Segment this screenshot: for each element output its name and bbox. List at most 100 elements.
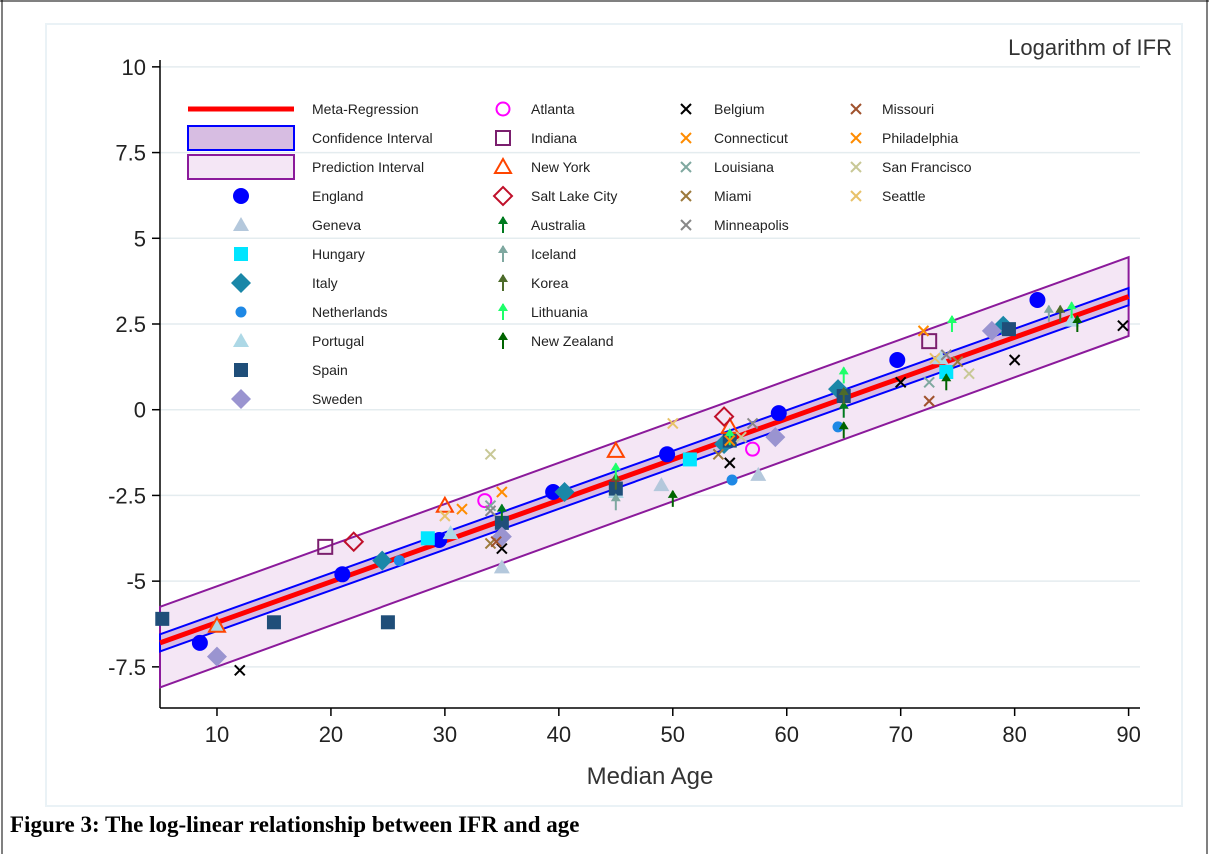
legend-label-meta-regression: Meta-Regression [312,101,419,117]
legend-label-sweden: Sweden [312,391,363,407]
data-point-belgium [894,376,907,388]
data-point-missouri [923,395,935,407]
legend-label-hungary: Hungary [312,246,365,262]
meta-regression-line [159,294,1130,646]
data-point-seattle [439,510,451,522]
data-point-lithuania [946,315,957,332]
legend-label-confidence-interval: Confidence Interval [312,130,433,146]
x-tick-label: 20 [319,722,343,747]
data-point-new-zealand [941,373,952,391]
data-point-new-zealand [1072,315,1083,332]
data-point-england [659,446,676,463]
legend-label-portugal: Portugal [312,333,364,349]
data-point-seattle [929,352,941,364]
legend-label-philadelphia: Philadelphia [882,130,958,146]
legend-label-geneva: Geneva [312,217,361,233]
legend-key-san-francisco [850,161,862,173]
data-point-spain [155,611,170,626]
data-point-salt-lake-city [713,406,735,427]
legend-key-confidence-interval [187,125,295,151]
data-point-indiana [317,538,334,555]
data-point-belgium [1008,354,1021,366]
legend-label-connecticut: Connecticut [714,130,788,146]
data-point-england [889,352,906,368]
legend-label-italy: Italy [312,275,338,291]
legend-label-iceland: Iceland [531,246,576,262]
y-tick-label: 10 [122,55,146,80]
data-point-iceland [1043,304,1054,322]
legend-key-new-york [493,156,513,174]
data-point-sweden [981,320,1002,341]
data-point-sweden [206,646,227,667]
data-point-lithuania [724,428,735,446]
data-point-italy [554,482,575,502]
y-tick-label: 2.5 [115,312,146,337]
data-point-england [1029,292,1046,308]
legend-label-minneapolis: Minneapolis [714,217,789,233]
data-point-england [431,532,448,548]
data-point-korea [1055,304,1066,322]
legend-label-spain: Spain [312,362,348,378]
legend-key-miami [680,190,692,202]
legend-key-geneva [233,217,249,231]
data-point-connecticut [456,503,468,515]
legend-label-miami: Miami [714,188,751,204]
legend-key-atlanta [495,101,511,117]
legend-label-salt-lake-city: Salt Lake City [531,188,617,204]
legend-key-korea [498,274,508,291]
data-point-korea [838,387,849,404]
y-tick-label: -2.5 [108,483,146,508]
figure-caption: Figure 3: The log-linear relationship be… [10,812,580,837]
data-point-hungary [939,365,954,379]
y-tick-label: -5 [126,569,146,594]
legend-key-england [233,188,249,204]
y-tick-label: 0 [134,398,146,423]
data-point-minneapolis [940,349,952,361]
x-tick-label: 10 [205,722,229,747]
data-point-australia [838,400,849,418]
legend-label-belgium: Belgium [714,101,765,117]
data-point-sweden [765,427,786,448]
x-tick-label: 60 [775,722,799,747]
data-point-san-francisco [735,431,747,443]
legend-key-connecticut [680,132,692,144]
data-point-belgium [724,457,736,469]
data-point-salt-lake-city [343,531,365,553]
data-point-san-francisco [963,368,975,380]
legend-key-iceland [498,245,508,262]
x-tick-label: 80 [1002,722,1026,747]
data-point-australia [496,503,507,521]
data-point-netherlands [393,555,405,567]
data-point-spain [494,515,509,530]
data-point-spain [1001,322,1016,337]
data-point-new-york [207,615,227,633]
legend-key-australia [498,216,508,233]
data-point-lithuania [838,366,849,384]
data-point-lithuania [1066,301,1077,319]
x-axis-label: Median Age [587,763,714,790]
data-point-netherlands [726,474,738,486]
data-point-england [191,634,208,651]
data-point-new-zealand [838,421,849,439]
data-point-new-zealand [667,489,678,507]
legend-key-belgium [680,103,692,115]
data-point-spain [266,615,281,630]
data-point-england [545,484,562,500]
data-point-atlanta [477,493,493,509]
data-point-england [770,405,787,422]
legend-key-new-zealand [498,332,508,349]
chart-title: Logarithm of IFR [1008,35,1172,60]
x-tick-label: 70 [888,722,912,747]
legend-label-new-york: New York [531,159,591,175]
data-point-portugal [1063,312,1080,327]
data-point-minneapolis [484,505,497,517]
data-point-netherlands [832,421,844,433]
legend-key-spain [234,363,248,377]
data-point-iceland [610,493,621,511]
y-tick-label: -7.5 [108,655,146,680]
legend-label-louisiana: Louisiana [714,159,774,175]
data-point-italy [372,550,393,571]
data-point-geneva [653,477,670,492]
